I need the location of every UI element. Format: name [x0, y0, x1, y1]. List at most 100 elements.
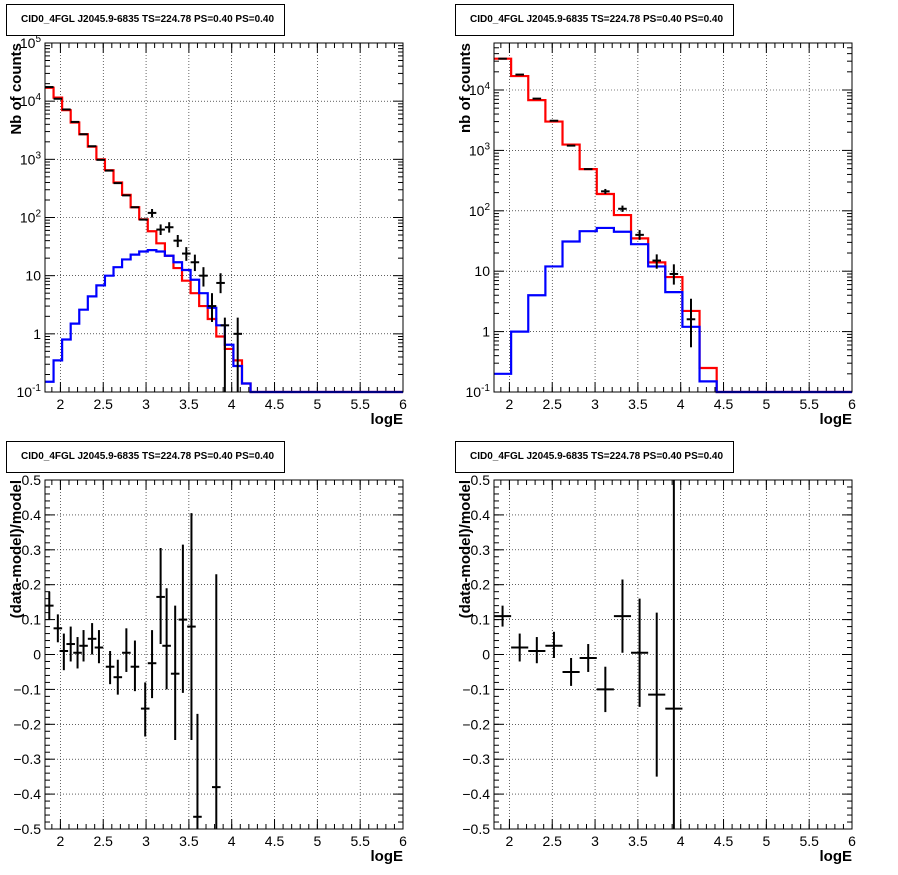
- data-point: [140, 682, 150, 737]
- data-point: [494, 605, 512, 627]
- data-point: [170, 605, 180, 741]
- x-tick-label: 3.5: [179, 833, 199, 849]
- data-point: [618, 205, 627, 212]
- data-point: [528, 637, 546, 664]
- y-axis-label: (data-model)/model: [457, 480, 474, 618]
- data-point: [45, 591, 54, 620]
- x-tick-label: 5.5: [799, 396, 819, 412]
- x-tick-label: 4: [228, 396, 236, 412]
- data-point: [596, 666, 614, 713]
- x-axis-label: logE: [371, 411, 404, 428]
- data-point: [233, 317, 242, 392]
- x-tick-label: 6: [848, 396, 856, 412]
- data-point: [601, 188, 610, 194]
- data-point: [147, 209, 157, 218]
- y-tick-label: 0.1: [471, 612, 491, 628]
- x-tick-label: 3.5: [179, 396, 199, 412]
- data-point: [652, 254, 662, 269]
- y-tick-label: 10-1: [466, 383, 491, 400]
- x-tick-label: 2: [506, 396, 514, 412]
- plot-frame: [493, 42, 853, 393]
- counts-plot-left: 2 2.5 3 3.5 4 4.5 5 5.5 6 10-1 1 10 102 103 104 105 logE…: [8, 34, 407, 428]
- data-point: [199, 267, 208, 287]
- chart-title: CID0_4FGL J2045.9-6835 TS=224.78 PS=0.40…: [455, 4, 735, 36]
- data-point: [220, 317, 230, 392]
- data-point: [130, 640, 140, 692]
- residual-plot-right: 2 2.5 3 3.5 4 4.5 5 5.5 6 −0.5 −0.4 −0.3 −0.2 −0.1 0 0.…: [457, 472, 856, 865]
- x-tick-label: 3: [591, 833, 599, 849]
- plot-frame: [44, 42, 404, 393]
- x-tick-label: 5.5: [350, 833, 370, 849]
- data-point: [635, 230, 644, 240]
- x-tick-label: 4: [677, 396, 685, 412]
- chart-title: CID0_4FGL J2045.9-6835 TS=224.78 PS=0.40…: [455, 441, 735, 473]
- y-tick-label: 0.3: [471, 542, 491, 558]
- data-point: [190, 254, 200, 272]
- data-point: [511, 633, 529, 662]
- x-axis-label: logE: [820, 411, 853, 428]
- data-point: [648, 612, 666, 777]
- x-tick-label: 2.5: [94, 396, 114, 412]
- x-tick-label: 4.5: [265, 833, 285, 849]
- y-tick-label: 102: [20, 209, 42, 226]
- data-point: [613, 579, 632, 653]
- data-point: [212, 574, 221, 829]
- x-tick-label: 3.5: [628, 833, 648, 849]
- x-tick-label: 5.5: [799, 833, 819, 849]
- data-point: [156, 548, 165, 645]
- y-tick-label: 0.2: [471, 577, 491, 593]
- plot-frame: [44, 479, 404, 830]
- x-tick-label: 5: [762, 833, 770, 849]
- data-point: [545, 631, 563, 658]
- residual-plot-left: 2 2.5 3 3.5 4 4.5 5 5.5 6 −0.5 −0.4 −0.3 −0.2 −0.1 0 0.…: [8, 472, 407, 865]
- y-tick-label: 10: [25, 268, 41, 284]
- data-point: [105, 651, 115, 685]
- data-point: [162, 588, 171, 690]
- data-point: [53, 614, 63, 643]
- x-tick-label: 6: [848, 833, 856, 849]
- x-tick-label: 2: [506, 833, 514, 849]
- y-tick-label: −0.2: [462, 716, 490, 732]
- y-tick-label: 0.4: [471, 507, 491, 523]
- y-tick-label: −0.1: [462, 681, 490, 697]
- y-tick-label: 104: [469, 81, 491, 98]
- histogram-series-source-model: [494, 226, 852, 394]
- y-tick-label: −0.5: [13, 821, 41, 837]
- data-point: [66, 626, 75, 662]
- data-point: [94, 630, 104, 664]
- data-point: [669, 264, 679, 285]
- x-tick-label: 2.5: [543, 396, 563, 412]
- y-tick-label: 103: [20, 150, 42, 167]
- data-point: [173, 235, 183, 248]
- y-tick-label: −0.3: [462, 751, 490, 767]
- x-axis-label: logE: [371, 848, 404, 865]
- x-tick-label: 3.5: [628, 396, 648, 412]
- x-tick-label: 2.5: [94, 833, 114, 849]
- y-tick-label: −0.4: [462, 786, 490, 802]
- data-point: [122, 628, 131, 672]
- y-axis-label: (data-model)/model: [8, 480, 25, 618]
- data-point: [87, 623, 97, 655]
- y-tick-label: −0.5: [462, 821, 490, 837]
- chart-title: CID0_4FGL J2045.9-6835 TS=224.78 PS=0.40…: [6, 441, 286, 473]
- chart-title: CID0_4FGL J2045.9-6835 TS=224.78 PS=0.40…: [6, 4, 286, 36]
- x-tick-label: 5: [762, 396, 770, 412]
- y-tick-label: −0.4: [13, 786, 41, 802]
- y-tick-label: 104: [20, 92, 42, 109]
- x-tick-label: 4: [228, 833, 236, 849]
- data-point: [147, 630, 157, 699]
- data-point: [187, 513, 196, 741]
- y-tick-label: 105: [20, 34, 42, 51]
- y-tick-label: 1: [482, 324, 490, 340]
- data-point: [156, 224, 165, 236]
- y-tick-label: 10: [474, 263, 490, 279]
- data-point: [79, 630, 88, 662]
- data-point: [113, 659, 123, 695]
- plot-frame: [493, 479, 853, 830]
- y-tick-label: 103: [469, 141, 491, 158]
- y-tick-label: 10-1: [17, 383, 42, 400]
- x-tick-label: 6: [399, 396, 407, 412]
- x-tick-label: 2: [57, 396, 65, 412]
- y-axis-label: Nb of counts: [8, 43, 25, 135]
- data-point: [216, 273, 225, 294]
